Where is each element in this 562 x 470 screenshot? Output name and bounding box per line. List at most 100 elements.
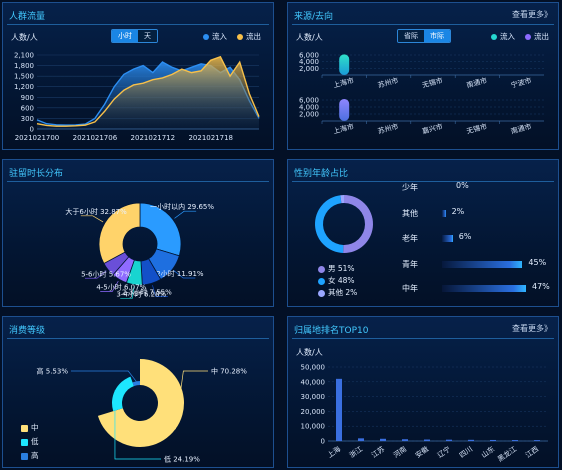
- source-tabs: 省际 市际: [397, 29, 451, 43]
- age-bar-label: 其他: [402, 209, 418, 218]
- origin-xtick-label: 江苏: [370, 444, 387, 459]
- stay-title-divider: [7, 181, 269, 182]
- stay-slice: [98, 202, 141, 264]
- traffic-title: 人群流量: [9, 12, 46, 22]
- source-xtick-label: 南通市: [465, 76, 488, 90]
- age-bar-row: 老年 6%: [402, 231, 552, 245]
- source-xtick-label: 无锡市: [421, 76, 444, 90]
- gender-slice: [315, 195, 344, 253]
- source-xtick-label: 无锡市: [465, 122, 488, 136]
- source-bar: [339, 98, 350, 121]
- source-xtick-label: 苏州市: [377, 122, 400, 136]
- source-xtick-label: 上海市: [332, 122, 355, 136]
- gender-legend-male-dot: [318, 265, 325, 273]
- source-xtick-label: 上海市: [332, 76, 355, 90]
- stay-leader-line: [84, 270, 107, 279]
- source-title: 来源/去向: [294, 12, 334, 22]
- traffic-panel: 人群流量 人数/人 小时 天 流入 流出 0 300 600 900 1,200 1,50…: [2, 2, 274, 150]
- origin-bar: [380, 438, 386, 441]
- origin-unit: 人数/人: [296, 348, 323, 357]
- stay-leader-line: [100, 280, 119, 292]
- stay-slice-label: 1-2小时 11.91%: [149, 269, 204, 278]
- age-bar: [442, 235, 453, 242]
- age-bar-row: 少年 0%: [402, 180, 552, 194]
- stay-slice-label: 3-4小时 6.28%: [116, 289, 166, 298]
- origin-ytick-label: 10,000: [301, 423, 326, 431]
- source-ytick-label: 6,000: [299, 52, 319, 60]
- legend-source-inflow-dot: [491, 34, 497, 40]
- source-panel: 来源/去向 查看更多》 人数/人 省际 市际 流入 流出 2,000 4,000 6…: [287, 2, 559, 150]
- origin-bar: [336, 378, 342, 441]
- origin-xtick-label: 辽宁: [436, 444, 453, 459]
- legend-inflow-label: 流入: [212, 32, 227, 41]
- tab-city[interactable]: 市际: [424, 30, 450, 42]
- age-bar: [442, 285, 526, 292]
- age-bar-label: 中年: [402, 284, 418, 293]
- age-bar-value: 6%: [458, 232, 472, 241]
- age-bar-value: 2%: [451, 207, 465, 216]
- origin-xtick-label: 江西: [524, 445, 540, 460]
- consume-slice: [97, 359, 185, 447]
- tab-hour[interactable]: 小时: [112, 30, 138, 42]
- consume-leader-line: [175, 370, 208, 430]
- legend-source-outflow-label: 流出: [534, 32, 549, 41]
- legend-inflow: 流入: [203, 31, 227, 42]
- origin-bar: [424, 439, 430, 441]
- origin-bar: [490, 439, 496, 441]
- origin-xtick-label: 浙江: [348, 444, 365, 459]
- consume-leader-line: [71, 370, 137, 382]
- consume-legend-low-swatch: [21, 438, 28, 446]
- legend-outflow-dot: [237, 34, 243, 40]
- source-ytick-label: 4,000: [299, 104, 319, 112]
- origin-ytick-label: 30,000: [301, 393, 326, 401]
- source-ytick-label: 2,000: [299, 111, 319, 119]
- stay-panel: 驻留时长分布 一小时以内 29.65% 1-2小时 11.91% 2-3小时 7.5…: [2, 159, 274, 307]
- consume-slice-label: 中 70.28%: [211, 367, 247, 376]
- origin-bar: [446, 439, 452, 441]
- gender-panel: 性别年龄占比 男 51% 女 48% 其他 2% 少年 0% 其他 2% 老年 6% 青年 4…: [287, 159, 559, 307]
- tab-day[interactable]: 天: [138, 30, 157, 42]
- origin-xtick-label: 四川: [458, 445, 474, 460]
- traffic-chart: 0 300 600 900 1,200 1,500 1,800 2,100 2021021700…: [14, 52, 260, 142]
- stay-title: 驻留时长分布: [9, 169, 64, 179]
- age-bar-value: 0%: [456, 181, 469, 190]
- origin-title-divider: [292, 338, 554, 339]
- stay-slice-label: 4-5小时 6.07%: [96, 282, 146, 291]
- stay-slice-label: 大于6小时 32.87%: [65, 207, 127, 216]
- origin-panel: 归属地排名TOP10 查看更多》 人数/人 0 10,000 20,000 30,00…: [287, 316, 559, 468]
- source-more-link[interactable]: 查看更多》: [512, 10, 552, 19]
- gender-legend-male: 男 51%: [318, 263, 357, 275]
- traffic-ytick-label: 1,500: [14, 73, 34, 81]
- stay-leader-line: [120, 286, 135, 299]
- legend-source-outflow-dot: [525, 34, 531, 40]
- origin-chart: 0 10,000 20,000 30,000 40,000 50,000 上海 浙江 江苏 河南安…: [301, 364, 548, 464]
- traffic-xtick-label: 2021021718: [188, 134, 233, 142]
- origin-title: 归属地排名TOP10: [294, 326, 369, 336]
- consume-chart: 中 70.28% 低 24.19% 高 5.53%: [37, 359, 247, 464]
- origin-xtick-label: 上海: [326, 444, 343, 459]
- consume-slice-label: 高 5.53%: [37, 367, 69, 376]
- origin-xtick-label: 安徽: [414, 444, 431, 459]
- origin-xtick-label: 黑龙江: [496, 444, 518, 463]
- gender-donut: [315, 195, 373, 253]
- consume-legend: 中 低 高: [21, 421, 39, 463]
- consume-legend-mid-label: 中: [31, 423, 39, 432]
- age-bar: [442, 261, 523, 268]
- consume-legend-mid-swatch: [21, 424, 28, 432]
- traffic-ytick-label: 900: [21, 94, 34, 102]
- origin-more-link[interactable]: 查看更多》: [512, 324, 552, 333]
- gender-legend: 男 51% 女 48% 其他 2%: [318, 263, 357, 299]
- stay-leader-line: [152, 285, 168, 298]
- traffic-xtick-label: 2021021712: [131, 134, 176, 142]
- traffic-ytick-label: 0: [30, 126, 34, 134]
- stay-leader-line: [174, 210, 197, 219]
- origin-bar: [512, 440, 518, 441]
- tab-province[interactable]: 省际: [398, 30, 424, 42]
- source-ytick-label: 2,000: [299, 65, 319, 73]
- stay-slice-label: 一小时以内 29.65%: [150, 202, 214, 211]
- stay-chart: 一小时以内 29.65% 1-2小时 11.91% 2-3小时 7.55%3-4小时…: [65, 202, 214, 299]
- gender-legend-female-label: 女 48%: [328, 276, 355, 285]
- gender-legend-female-dot: [318, 277, 325, 285]
- source-unit: 人数/人: [296, 33, 323, 42]
- age-bar-row: 中年 47%: [402, 281, 552, 295]
